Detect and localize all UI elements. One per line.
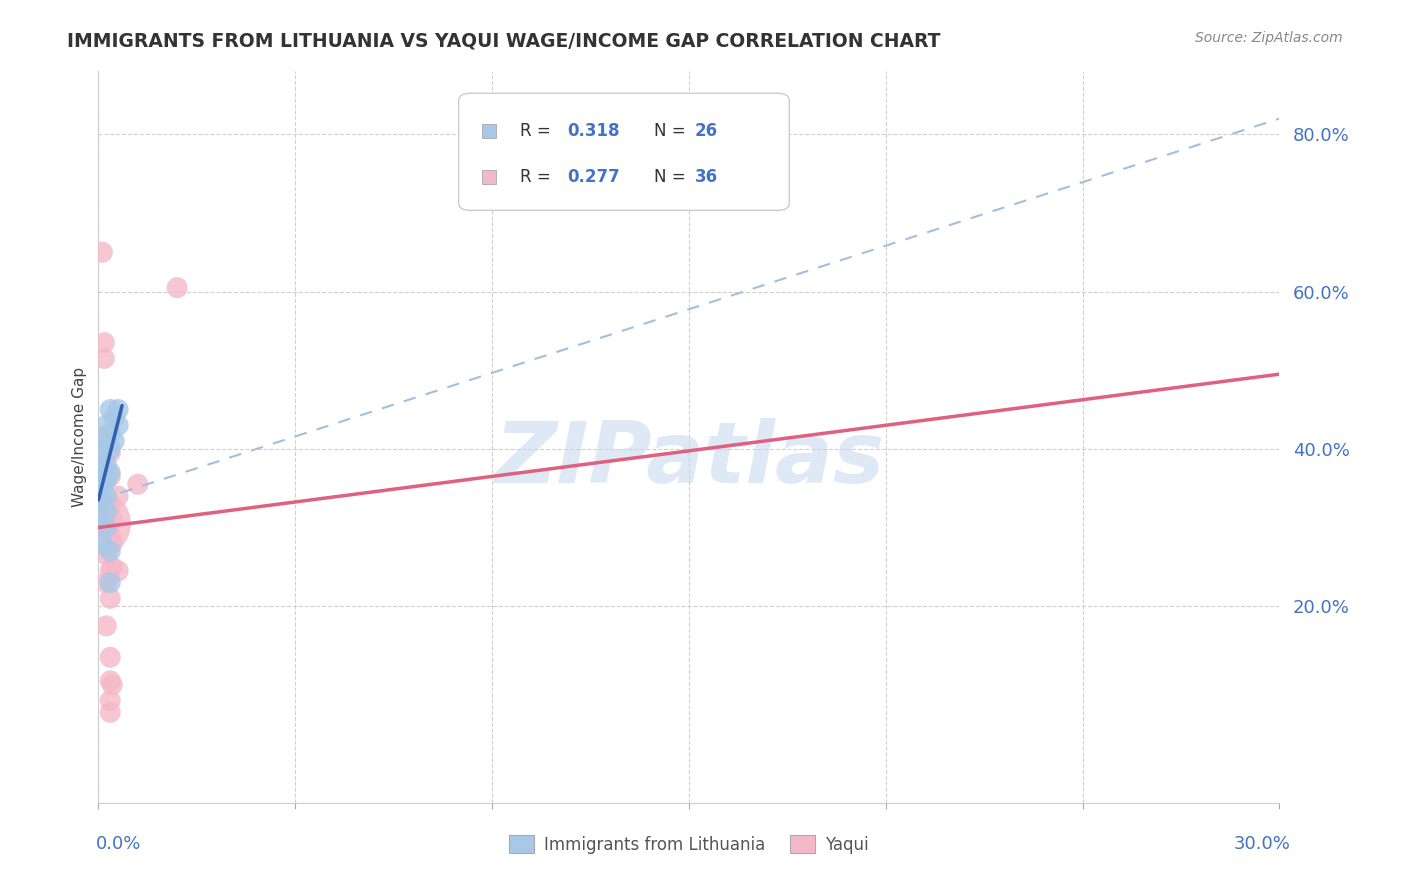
Point	[98, 673, 121, 688]
Point	[96, 473, 118, 487]
Point	[98, 402, 121, 417]
Point	[98, 706, 121, 720]
Point	[91, 477, 114, 491]
Point	[96, 520, 118, 534]
Point	[91, 430, 114, 444]
Y-axis label: Wage/Income Gap: Wage/Income Gap	[72, 367, 87, 508]
Point	[107, 402, 129, 417]
Text: N =: N =	[654, 169, 690, 186]
Point	[91, 453, 114, 467]
Text: 0.318: 0.318	[567, 122, 620, 140]
Text: 30.0%: 30.0%	[1234, 835, 1291, 853]
Point	[98, 693, 121, 707]
Point	[96, 619, 118, 633]
Point	[93, 351, 115, 366]
Point	[89, 458, 111, 472]
Point	[96, 500, 118, 515]
Point	[96, 520, 118, 534]
Point	[96, 430, 118, 444]
Point	[1391, 34, 1406, 48]
Point	[103, 410, 125, 425]
Point	[93, 335, 115, 350]
Point	[98, 575, 121, 590]
Point	[98, 500, 121, 515]
Point	[91, 513, 114, 527]
Text: Source: ZipAtlas.com: Source: ZipAtlas.com	[1195, 31, 1343, 45]
Point	[96, 505, 118, 519]
Point	[91, 481, 114, 495]
Point	[98, 426, 121, 441]
Text: N =: N =	[654, 122, 690, 140]
Point	[87, 505, 110, 519]
Point	[107, 418, 129, 433]
Point	[98, 469, 121, 483]
Text: 26: 26	[695, 122, 718, 140]
Point	[96, 575, 118, 590]
Point	[101, 559, 124, 574]
Legend: Immigrants from Lithuania, Yaqui: Immigrants from Lithuania, Yaqui	[502, 829, 876, 860]
Point	[98, 446, 121, 460]
Point	[98, 591, 121, 606]
Point	[98, 564, 121, 578]
Point	[87, 493, 110, 508]
Point	[98, 466, 121, 480]
Point	[98, 442, 121, 456]
Point	[103, 434, 125, 448]
Point	[96, 548, 118, 562]
Point	[96, 434, 118, 448]
Point	[96, 418, 118, 433]
FancyBboxPatch shape	[458, 94, 789, 211]
Text: R =: R =	[520, 169, 555, 186]
Point	[1391, 84, 1406, 98]
Point	[91, 497, 114, 511]
Text: ZIPatlas: ZIPatlas	[494, 417, 884, 500]
Point	[98, 650, 121, 665]
Point	[87, 508, 110, 523]
Point	[101, 513, 124, 527]
Point	[107, 564, 129, 578]
Point	[96, 489, 118, 503]
Point	[101, 536, 124, 550]
Text: 0.277: 0.277	[567, 169, 620, 186]
Text: 36: 36	[695, 169, 718, 186]
Point	[98, 528, 121, 542]
Point	[101, 678, 124, 692]
Point	[107, 489, 129, 503]
Point	[87, 516, 110, 531]
Point	[91, 536, 114, 550]
Point	[98, 544, 121, 558]
Text: R =: R =	[520, 122, 555, 140]
Point	[96, 458, 118, 472]
Text: 0.0%: 0.0%	[96, 835, 141, 853]
Point	[89, 473, 111, 487]
Point	[166, 280, 188, 294]
Point	[91, 245, 114, 260]
Point	[127, 477, 149, 491]
Point	[96, 446, 118, 460]
Point	[96, 469, 118, 483]
Point	[87, 516, 110, 531]
Point	[91, 466, 114, 480]
Point	[91, 442, 114, 456]
Point	[91, 500, 114, 515]
Text: IMMIGRANTS FROM LITHUANIA VS YAQUI WAGE/INCOME GAP CORRELATION CHART: IMMIGRANTS FROM LITHUANIA VS YAQUI WAGE/…	[67, 31, 941, 50]
